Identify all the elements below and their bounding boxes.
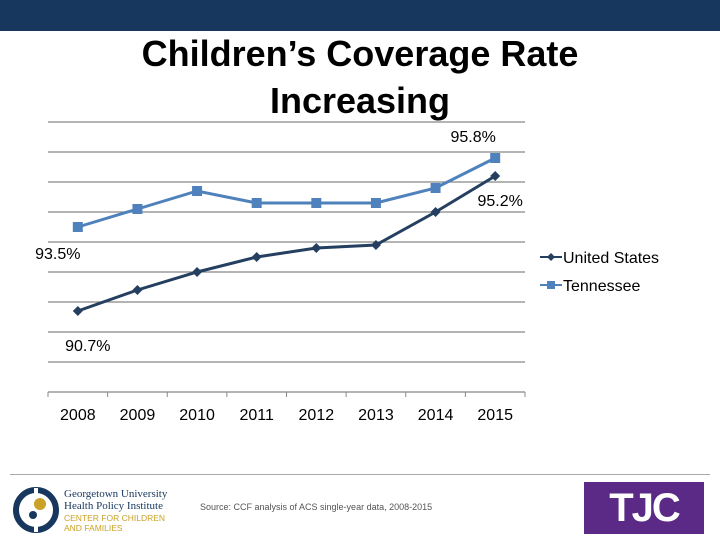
data-point xyxy=(251,252,262,262)
ccf-logo-text: CENTER FOR CHILDREN AND FAMILIES xyxy=(64,513,166,533)
data-point xyxy=(430,183,441,193)
series-line-tennessee xyxy=(77,156,496,229)
x-tick-label: 2013 xyxy=(358,407,394,424)
data-point xyxy=(72,222,83,232)
data-point xyxy=(192,267,203,277)
data-point xyxy=(72,306,83,316)
data-point xyxy=(311,198,322,208)
x-tick-label: 2012 xyxy=(299,407,335,424)
tjc-logo: TJC xyxy=(584,482,704,534)
x-tick-label: 2014 xyxy=(418,407,454,424)
series-line-united-states xyxy=(77,174,496,313)
data-point xyxy=(311,243,322,253)
data-point xyxy=(490,153,501,163)
source-note: Source: CCF analysis of ACS single-year … xyxy=(200,502,433,512)
x-tick-label: 2015 xyxy=(477,407,513,424)
data-point xyxy=(370,198,381,208)
x-tick-label: 2009 xyxy=(120,407,156,424)
x-tick-label: 2011 xyxy=(239,407,274,424)
slide-title: Children’s Coverage Rate Increasing xyxy=(141,33,579,121)
data-point xyxy=(430,207,441,217)
x-tick-label: 2008 xyxy=(60,407,96,424)
top-banner xyxy=(0,0,720,31)
x-tick-label: 2010 xyxy=(179,407,215,424)
georgetown-logo-text: Georgetown University Health Policy Insti… xyxy=(64,488,168,512)
data-point xyxy=(192,186,203,196)
data-label: 90.7% xyxy=(65,338,110,355)
legend-label: Tennessee xyxy=(563,278,640,295)
legend-marker xyxy=(547,253,555,261)
data-point xyxy=(132,285,143,295)
line-chart: 2008 2009 2010 2011 2012 2013 2014 2015 United S… xyxy=(35,121,659,424)
data-point xyxy=(251,198,262,208)
georgetown-logo-icon xyxy=(13,487,59,533)
data-point xyxy=(490,171,501,181)
data-label: 95.8% xyxy=(451,129,496,146)
legend-marker xyxy=(547,281,555,289)
data-label: 93.5% xyxy=(35,246,80,263)
data-point xyxy=(132,204,143,214)
data-label: 95.2% xyxy=(478,193,523,210)
legend-label: United States xyxy=(563,250,659,267)
footer-divider xyxy=(10,474,710,475)
data-point xyxy=(370,240,381,250)
